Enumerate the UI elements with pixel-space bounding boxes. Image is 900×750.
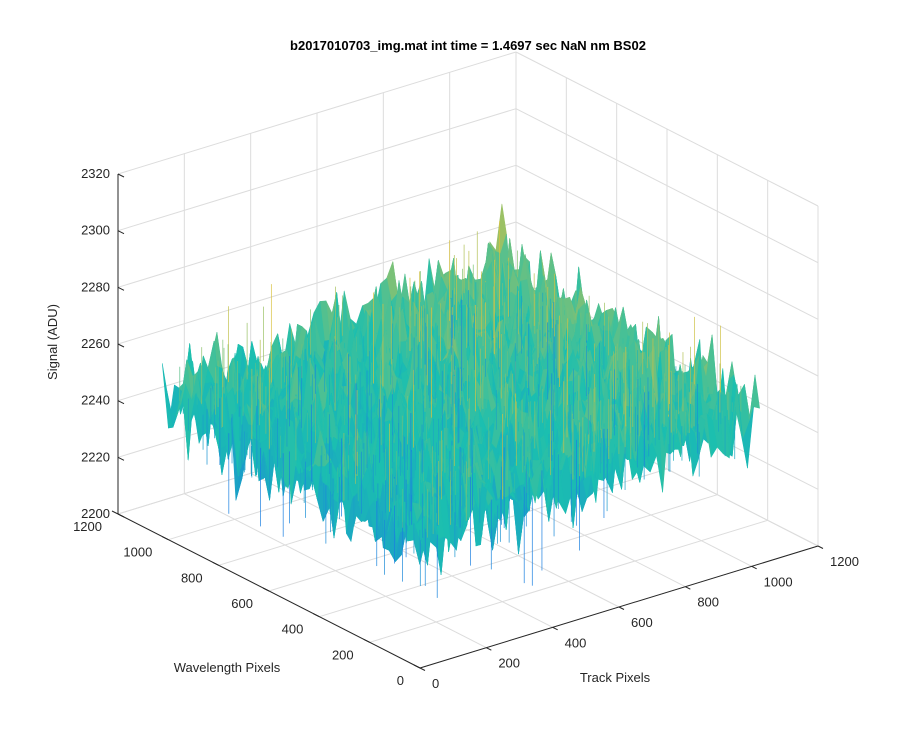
x-tick-mark [419, 667, 426, 671]
y-tick-label: 1000 [123, 545, 152, 560]
x-tick-label: 1200 [830, 554, 859, 569]
grid-line-y-floor [369, 519, 768, 643]
z-tick-mark [117, 343, 125, 348]
y-tick-mark [212, 561, 219, 566]
grid-line-z-backwall-x [117, 51, 517, 175]
z-tick-mark [117, 456, 125, 461]
z-axis-label: Signal (ADU) [45, 304, 60, 380]
z-tick-label: 2280 [81, 279, 110, 294]
z-tick-label: 2260 [81, 336, 110, 351]
x-tick-mark [817, 545, 824, 549]
y-tick-label: 400 [282, 622, 304, 637]
y-tick-label: 1200 [73, 519, 102, 534]
x-tick-mark [486, 647, 492, 651]
y-tick-mark [111, 510, 119, 515]
y-tick-label: 200 [332, 647, 354, 662]
grid-line-z-backwall-x [117, 164, 517, 288]
x-axis-label: Track Pixels [580, 670, 651, 685]
labels: b2017010703_img.mat int time = 1.4697 se… [45, 38, 859, 691]
x-tick-label: 400 [565, 635, 587, 650]
y-axis-label: Wavelength Pixels [174, 660, 281, 675]
grid-line-z-backwall-y [515, 164, 819, 320]
z-tick-mark [117, 173, 125, 178]
x-tick-mark [751, 565, 757, 570]
y-tick-mark [262, 587, 270, 592]
x-tick-label: 600 [631, 615, 653, 630]
z-tick-mark [117, 230, 125, 235]
y-tick-mark [413, 664, 421, 669]
z-tick-mark [117, 286, 125, 291]
surface-mesh [162, 203, 760, 598]
x-tick-mark [552, 626, 558, 631]
chart-title: b2017010703_img.mat int time = 1.4697 se… [290, 38, 646, 53]
grid-line-z-backwall-y [515, 108, 819, 264]
z-tick-mark [117, 513, 125, 518]
x-tick-label: 1000 [764, 574, 793, 589]
z-tick-label: 2200 [81, 506, 110, 521]
y-tick-mark [313, 613, 320, 618]
y-tick-label: 0 [397, 673, 404, 688]
y-tick-label: 800 [181, 570, 203, 585]
z-tick-mark [117, 400, 125, 405]
x-tick-mark [685, 586, 691, 590]
y-tick-label: 600 [231, 596, 253, 611]
z-tick-label: 2300 [81, 223, 110, 238]
x-tick-mark [618, 606, 625, 610]
x-tick-label: 800 [697, 595, 719, 610]
y-tick-mark [363, 638, 370, 643]
y-tick-mark [162, 536, 169, 541]
z-tick-label: 2220 [81, 449, 110, 464]
grid-line-z-backwall-y [515, 221, 819, 377]
x-tick-label: 200 [498, 656, 520, 671]
z-tick-label: 2320 [81, 166, 110, 181]
x-tick-label: 0 [432, 676, 439, 691]
grid-line-y-floor [319, 494, 718, 618]
grid-line-y-floor [268, 468, 668, 592]
grid-line-z-backwall-y [515, 51, 819, 207]
z-tick-label: 2240 [81, 393, 110, 408]
surface-cell [748, 374, 760, 424]
grid-line-z-backwall-x [117, 108, 517, 232]
surface-cell [415, 515, 427, 544]
axes [111, 173, 824, 671]
